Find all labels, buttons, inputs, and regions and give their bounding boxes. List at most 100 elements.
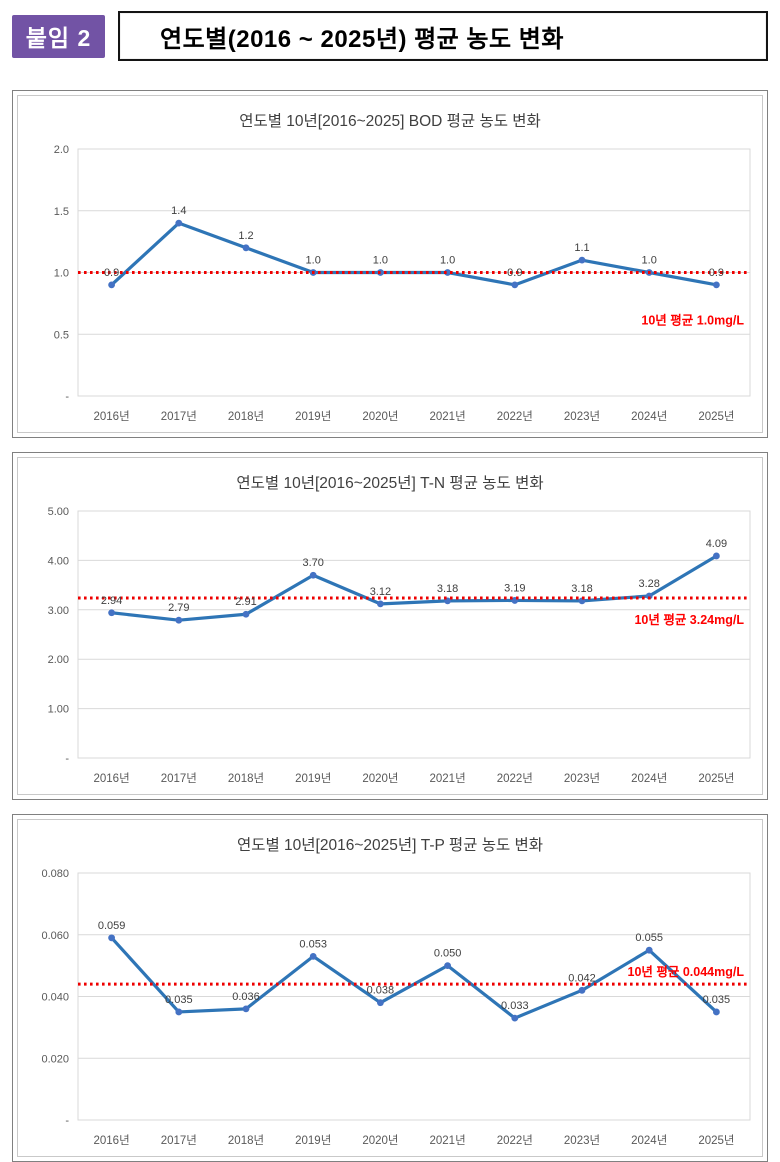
y-tick-label: 1.00 (48, 704, 69, 716)
data-label: 0.035 (703, 994, 731, 1006)
y-tick-label: 0.040 (41, 992, 69, 1004)
y-axis-ticks: 2.0 1.5 1.0 0.5 - (54, 144, 70, 403)
tp-line-chart: 0.059 0.035 0.036 0.053 0.038 0.050 0.033 0.042… (17, 819, 763, 1157)
x-tick-label: 2024년 (631, 772, 667, 785)
x-tick-label: 2016년 (94, 410, 130, 423)
x-tick-label: 2017년 (161, 1134, 197, 1147)
data-point-marker (108, 934, 115, 942)
x-tick-label: 2022년 (497, 1134, 533, 1147)
data-point-marker (242, 1005, 250, 1013)
x-tick-label: 2025년 (698, 410, 734, 423)
data-label: 3.18 (571, 583, 592, 595)
x-tick-label: 2020년 (362, 1134, 398, 1147)
data-label: 0.050 (434, 948, 462, 960)
series-line (109, 221, 719, 287)
x-axis-ticks: 2016년 2017년 2018년 2019년 2020년 2021년 2022년 2023년… (94, 410, 735, 423)
title-box: 연도별(2016 ~ 2025년) 평균 농도 변화 (118, 11, 768, 61)
data-label: 1.0 (373, 255, 388, 267)
y-tick-label: 1.5 (54, 206, 69, 218)
data-label: 3.28 (638, 578, 659, 590)
y-tick-label: 0.080 (41, 868, 69, 880)
chart-canvas: 0.91.41.21.0 1.0 1.00.91.11.00.92.01.51.00… (54, 112, 751, 423)
data-label: 0.036 (232, 991, 260, 1003)
y-tick-label: - (65, 391, 69, 403)
x-tick-label: 2020년 (362, 772, 398, 785)
x-tick-label: 2022년 (497, 410, 533, 423)
chart-title: 연도별 10년[2016~2025년] T-P 평균 농도 변화 (237, 836, 543, 854)
tn-line-chart: 2.94 2.79 2.91 3.70 3.12 3.18 3.19 3.18 3.28 4.09… (17, 457, 763, 795)
chart-canvas: 0.059 0.035 0.036 0.053 0.038 0.050 0.033 0.042… (41, 836, 751, 1147)
average-label: 10년 평균 3.24mg/L (634, 612, 744, 627)
data-point-marker (713, 552, 720, 560)
x-axis-ticks: 2016년 2017년 2018년 2019년 2020년 2021년 2022년 2023년… (94, 1134, 735, 1147)
y-tick-label: 2.00 (48, 654, 69, 666)
x-tick-label: 2018년 (228, 772, 264, 785)
data-label: 0.9 (709, 267, 724, 279)
bod-line-chart: 0.9 1.4 1.2 1.0 1.0 1.0 0.9 1.1 1.0 0.9 2.0 1.5 1.0 0… (17, 95, 763, 433)
data-point-marker (713, 281, 720, 289)
y-axis-ticks: 0.080 0.060 0.040 0.020 - (41, 868, 69, 1127)
data-label: 1.1 (574, 242, 589, 254)
data-point-marker (377, 600, 384, 608)
chart-panel-tn: 2.94 2.79 2.91 3.70 3.12 3.18 3.19 3.18 3.28 4.09… (12, 452, 768, 800)
data-point-marker (309, 952, 317, 960)
x-tick-label: 2020년 (362, 410, 398, 423)
data-label: 0.042 (568, 972, 596, 984)
x-tick-label: 2024년 (631, 410, 667, 423)
data-point-marker (444, 269, 451, 276)
x-tick-label: 2019년 (295, 1134, 331, 1147)
data-label: 0.038 (367, 985, 395, 997)
x-tick-label: 2021년 (430, 1134, 466, 1147)
data-label: 0.035 (165, 994, 193, 1006)
average-label: 10년 평균 1.0mg/L (641, 313, 744, 328)
y-tick-label: 0.5 (54, 329, 69, 341)
series-markers (108, 552, 720, 624)
chart-title: 연도별 10년[2016~2025] BOD 평균 농도 변화 (239, 112, 541, 130)
data-labels: 0.9 1.4 1.2 1.0 1.0 1.0 0.9 1.1 1.0 0.9 (104, 205, 724, 279)
data-point-marker (377, 999, 384, 1007)
data-label: 1.0 (642, 255, 657, 267)
data-point-marker (175, 1008, 183, 1016)
data-label: 0.033 (501, 1000, 529, 1012)
x-tick-label: 2022년 (497, 772, 533, 785)
data-label: 3.12 (370, 586, 391, 598)
data-point-marker (175, 616, 183, 624)
x-tick-label: 2023년 (564, 1134, 600, 1147)
x-tick-label: 2017년 (161, 772, 197, 785)
data-label: 1.2 (238, 230, 253, 242)
gridlines (78, 510, 750, 759)
chart-canvas: 2.94 2.79 2.91 3.70 3.12 3.18 3.19 3.18 3.28 4.09… (48, 474, 751, 785)
data-label: 2.94 (101, 595, 122, 607)
y-tick-label: 5.00 (48, 506, 69, 518)
chart-panel-tp: 0.059 0.035 0.036 0.053 0.038 0.050 0.033 0.042… (12, 814, 768, 1162)
page: 붙임 2 연도별(2016 ~ 2025년) 평균 농도 변화 0.9 1.4 1.… (12, 10, 768, 1162)
attachment-badge: 붙임 2 (12, 14, 105, 58)
data-point-marker (309, 571, 317, 579)
data-label: 2.79 (168, 602, 189, 614)
data-point-marker (645, 592, 653, 600)
x-tick-label: 2017년 (161, 410, 197, 423)
x-tick-label: 2024년 (631, 1134, 667, 1147)
data-point-marker (444, 962, 451, 970)
x-tick-label: 2019년 (295, 410, 331, 423)
data-label: 1.4 (171, 205, 186, 217)
x-tick-label: 2016년 (94, 1134, 130, 1147)
chart-panel-bod: 0.9 1.4 1.2 1.0 1.0 1.0 0.9 1.1 1.0 0.9 2.0 1.5 1.0 0… (12, 90, 768, 438)
series-markers (108, 934, 720, 1022)
x-axis-ticks: 2016년 2017년 2018년 2019년 2020년 2021년 2022년 2023년… (94, 772, 735, 785)
x-tick-label: 2025년 (698, 1134, 734, 1147)
data-point-marker (108, 609, 115, 617)
series-markers (108, 219, 720, 289)
data-labels: 0.059 0.035 0.036 0.053 0.038 0.050 0.033 0.042… (98, 920, 730, 1012)
data-point-marker (108, 281, 115, 289)
data-label: 4.09 (706, 538, 727, 550)
data-label: 0.9 (507, 267, 522, 279)
data-label: 0.059 (98, 920, 126, 932)
y-tick-label: 1.0 (54, 268, 69, 280)
data-label: 3.18 (437, 583, 458, 595)
plot-area-border (77, 510, 751, 759)
series-line (109, 554, 719, 622)
data-label: 1.0 (440, 255, 455, 267)
x-tick-label: 2018년 (228, 410, 264, 423)
average-label: 10년 평균 0.044mg/L (628, 964, 745, 979)
